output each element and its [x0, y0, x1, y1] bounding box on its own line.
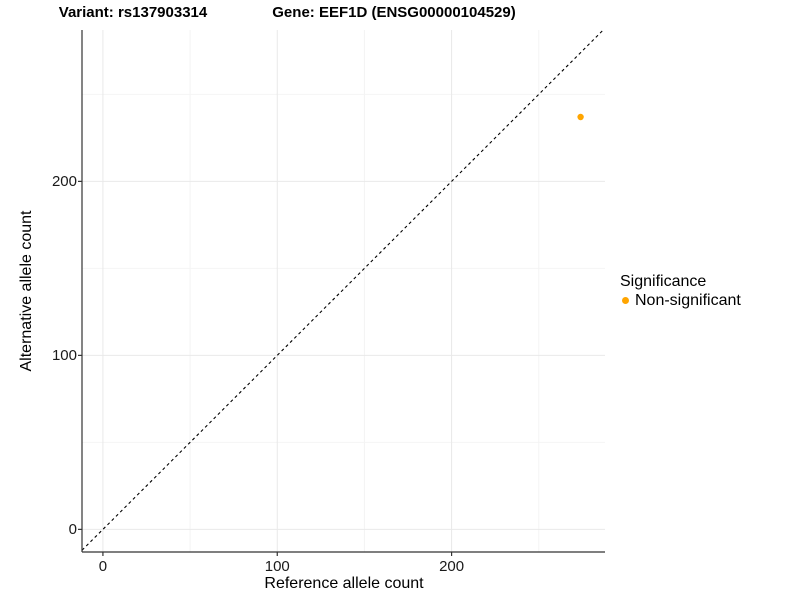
- gene-title: Gene: EEF1D (ENSG00000104529): [272, 4, 516, 21]
- data-point: [577, 113, 584, 121]
- y-tick-label: 0: [68, 520, 77, 538]
- y-tick-label: 200: [51, 172, 77, 190]
- x-tick-label: 100: [264, 558, 290, 575]
- y-tick-label: 100: [51, 346, 77, 364]
- legend-entry-label: Non-significant: [635, 291, 741, 309]
- legend-entry: Non-significant: [620, 291, 741, 310]
- legend-title: Significance: [620, 273, 707, 290]
- legend: Significance Non-significant: [620, 272, 741, 310]
- identity-line: [81, 29, 604, 551]
- legend-point-icon: [622, 297, 629, 304]
- variant-title: Variant: rs137903314: [58, 4, 208, 21]
- x-tick-label: 200: [439, 558, 465, 575]
- x-tick-label: 0: [98, 558, 108, 575]
- x-axis-title: Reference allele count: [264, 575, 424, 592]
